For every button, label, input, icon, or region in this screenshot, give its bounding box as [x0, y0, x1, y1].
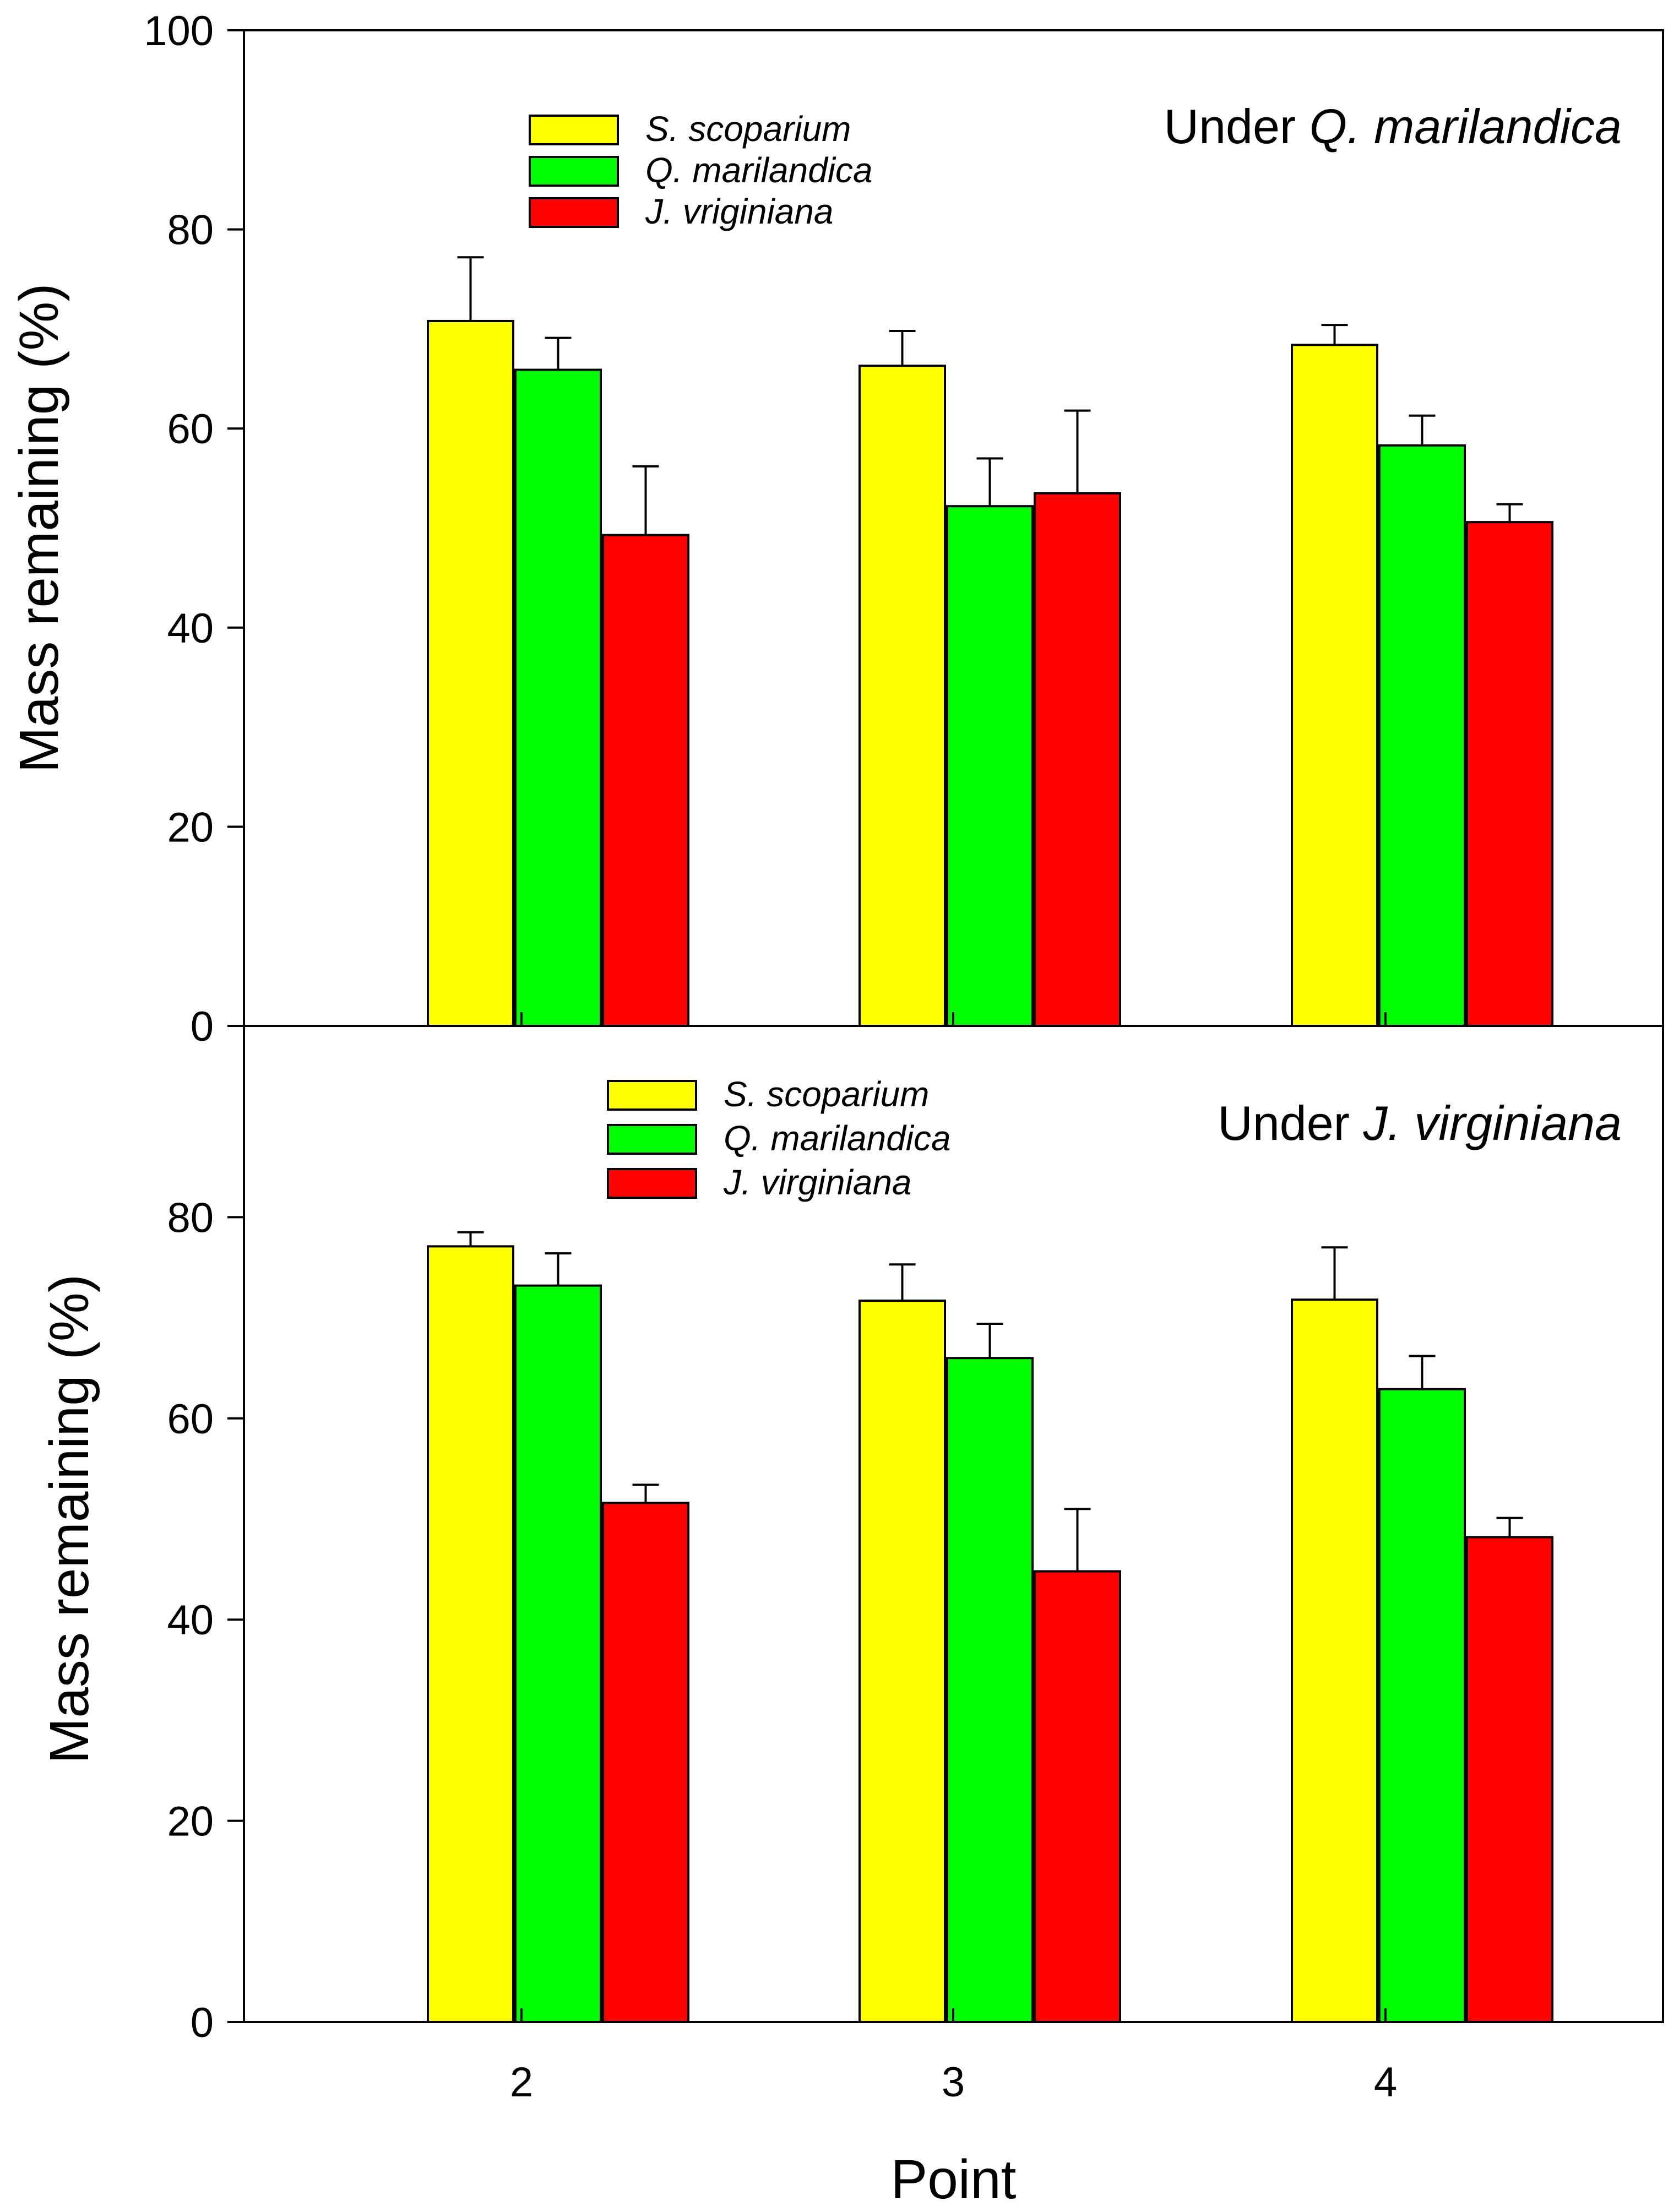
legend-label-top-1: S. scoparium [645, 109, 851, 149]
bar-bottom-point-2-series-2 [514, 1284, 602, 2023]
annotation-species-top: Q. marilandica [1309, 99, 1622, 154]
legend-swatch-top-1 [529, 115, 619, 145]
y-tick-label-top-80: 80 [167, 207, 214, 254]
bar-top-point-4-series-2 [1378, 444, 1466, 1027]
bar-top-point-3-series-3 [1034, 492, 1121, 1027]
y-tick-label-bottom-80: 80 [167, 1194, 214, 1241]
panel-annotation-bottom: Under J. virginiana [1218, 1096, 1622, 1150]
x-tick-label-bottom-2: 2 [510, 2059, 533, 2106]
y-tick-label-top-100: 100 [144, 8, 214, 55]
bar-top-point-2-series-1 [427, 319, 514, 1027]
y-tick-label-bottom-60: 60 [167, 1396, 214, 1443]
y-tick-label-bottom-40: 40 [167, 1597, 214, 1644]
annotation-prefix-bottom: Under [1218, 1096, 1363, 1150]
annotation-prefix-top: Under [1164, 99, 1309, 154]
annotation-species-bottom: J. virginiana [1362, 1096, 1622, 1150]
legend-label-bottom-3: J. virginiana [723, 1162, 912, 1202]
bar-bottom-point-3-series-2 [946, 1357, 1034, 2023]
y-axis-label-top: Mass remaining (%) [8, 283, 70, 773]
chart-panel-top: 0 20 40 60 80 100 Mass remaining (%) S. scopari… [8, 8, 1664, 1050]
legend-label-top-3: J. vriginiana [645, 192, 834, 231]
legend-swatch-top-2 [529, 156, 619, 187]
bar-top-point-2-series-3 [602, 534, 689, 1027]
panel-annotation-top: Under Q. marilandica [1164, 99, 1622, 154]
legend-label-bottom-2: Q. marilandica [724, 1118, 951, 1158]
y-tick-label-top-0: 0 [191, 1003, 214, 1050]
x-tick-label-bottom-4: 4 [1374, 2059, 1397, 2106]
chart-panel-bottom: 0 20 40 60 80 Mass remaining (%) 2 3 4 Point S. sc… [39, 1025, 1664, 2210]
bar-bottom-point-2-series-3 [602, 1502, 689, 2024]
bar-bottom-point-3-series-1 [858, 1300, 946, 2023]
bar-top-point-4-series-3 [1466, 521, 1553, 1027]
legend-label-bottom-1: S. scoparium [724, 1074, 929, 1114]
bar-bottom-point-2-series-1 [427, 1245, 514, 2023]
legend-swatch-bottom-2 [607, 1124, 697, 1155]
bar-top-point-4-series-1 [1291, 344, 1378, 1027]
y-axis-label-bottom: Mass remaining (%) [39, 1274, 100, 1764]
legend-swatch-top-3 [529, 197, 619, 228]
y-tick-label-bottom-20: 20 [167, 1798, 214, 1845]
bar-top-point-3-series-2 [946, 505, 1034, 1027]
y-tick-label-top-40: 40 [167, 605, 214, 652]
legend-swatch-bottom-3 [607, 1168, 697, 1199]
y-tick-label-top-60: 60 [167, 406, 214, 453]
y-tick-label-bottom-0: 0 [191, 1999, 214, 2046]
bar-bottom-point-3-series-3 [1034, 1570, 1121, 2023]
bar-bottom-point-4-series-2 [1378, 1388, 1466, 2023]
bar-top-point-3-series-1 [858, 365, 946, 1027]
y-tick-label-top-20: 20 [167, 804, 214, 851]
bar-bottom-point-4-series-3 [1466, 1536, 1553, 2023]
bar-top-point-2-series-2 [514, 368, 602, 1028]
bar-bottom-point-4-series-1 [1291, 1298, 1378, 2024]
x-tick-label-bottom-3: 3 [942, 2059, 965, 2106]
legend-swatch-bottom-1 [607, 1080, 697, 1111]
legend-label-top-2: Q. marilandica [645, 150, 873, 190]
x-axis-label: Point [891, 2149, 1017, 2210]
